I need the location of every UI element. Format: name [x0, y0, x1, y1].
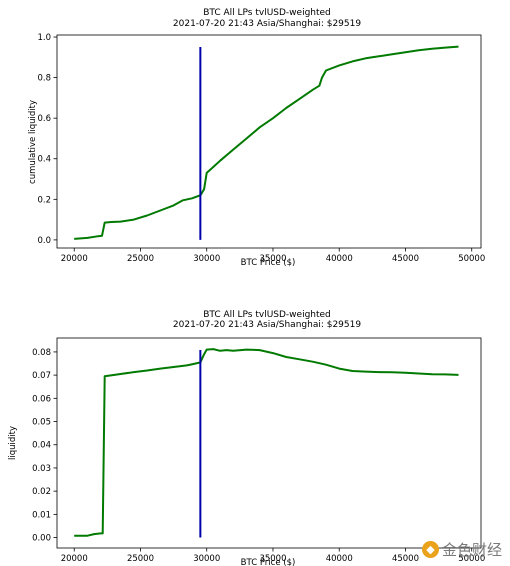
y-tick-label: 0.05 — [32, 418, 51, 428]
y-axis-ticks: 0.0 0.2 0.4 0.6 0.8 1.0 — [37, 33, 57, 246]
x-tick-label: 45000 — [392, 254, 419, 264]
x-tick-label: 25000 — [127, 254, 154, 264]
watermark: ◆ 金色财经 — [421, 539, 502, 560]
x-tick-label: 30000 — [193, 254, 220, 264]
y-tick-label: 0.02 — [32, 487, 51, 497]
plot-area-frame — [56, 337, 482, 549]
x-tick-label: 20000 — [61, 254, 88, 264]
x-axis-label: BTC Price ($) — [241, 558, 296, 566]
y-tick-label: 0.07 — [32, 371, 51, 381]
y-axis-label: cumulative liquidity — [28, 100, 38, 184]
y-tick-label: 0.01 — [32, 510, 51, 520]
x-tick-label: 45000 — [392, 554, 419, 564]
x-tick-label: 20000 — [61, 554, 88, 564]
chart-title: BTC All LPs tvlUSD-weighted — [203, 8, 331, 18]
chart-title: BTC All LPs tvlUSD-weighted — [203, 310, 331, 320]
y-tick-label: 0.4 — [37, 155, 51, 165]
cumulative-liquidity-line — [74, 45, 459, 240]
y-axis-ticks: 0.00 0.01 0.02 0.03 0.04 0.05 0.06 0.07 0.08 — [32, 348, 57, 544]
cumulative-liquidity-chart: BTC All LPs tvlUSD-weighted 2021-07-20 2… — [28, 8, 485, 268]
watermark-text: 金色财经 — [441, 541, 502, 559]
y-axis-label: liquidity — [8, 426, 18, 460]
y-tick-label: 0.00 — [32, 534, 51, 544]
x-axis-label: BTC Price ($) — [241, 258, 296, 268]
y-tick-label: 0.6 — [37, 114, 51, 124]
y-tick-label: 0.06 — [32, 394, 51, 404]
x-tick-label: 30000 — [193, 554, 220, 564]
liquidity-chart: BTC All LPs tvlUSD-weighted 2021-07-20 2… — [8, 310, 485, 566]
liquidity-line — [74, 348, 459, 537]
x-tick-label: 25000 — [127, 554, 154, 564]
y-tick-label: 0.8 — [37, 74, 51, 84]
x-tick-label: 40000 — [326, 254, 353, 264]
y-tick-label: 0.04 — [32, 441, 51, 451]
x-tick-label: 50000 — [458, 554, 485, 564]
x-tick-label: 35000 — [259, 254, 286, 264]
y-tick-label: 0.03 — [32, 464, 51, 474]
y-tick-label: 0.2 — [37, 195, 51, 205]
x-tick-label: 50000 — [458, 254, 485, 264]
x-axis-ticks: 20000 25000 30000 35000 40000 45000 50000 — [61, 248, 485, 264]
watermark-logo-icon: ◆ — [421, 541, 439, 558]
y-tick-label: 0.08 — [32, 348, 51, 358]
y-tick-label: 1.0 — [37, 33, 51, 43]
plot-area-frame — [56, 34, 482, 249]
y-tick-label: 0.0 — [37, 236, 51, 246]
x-axis-ticks: 20000 25000 30000 35000 40000 45000 50000 — [61, 548, 485, 564]
x-tick-label: 40000 — [326, 554, 353, 564]
x-tick-label: 35000 — [259, 554, 286, 564]
chart-subtitle: 2021-07-20 21:43 Asia/Shanghai: $29519 — [173, 320, 361, 330]
chart-subtitle: 2021-07-20 21:43 Asia/Shanghai: $29519 — [173, 19, 361, 29]
